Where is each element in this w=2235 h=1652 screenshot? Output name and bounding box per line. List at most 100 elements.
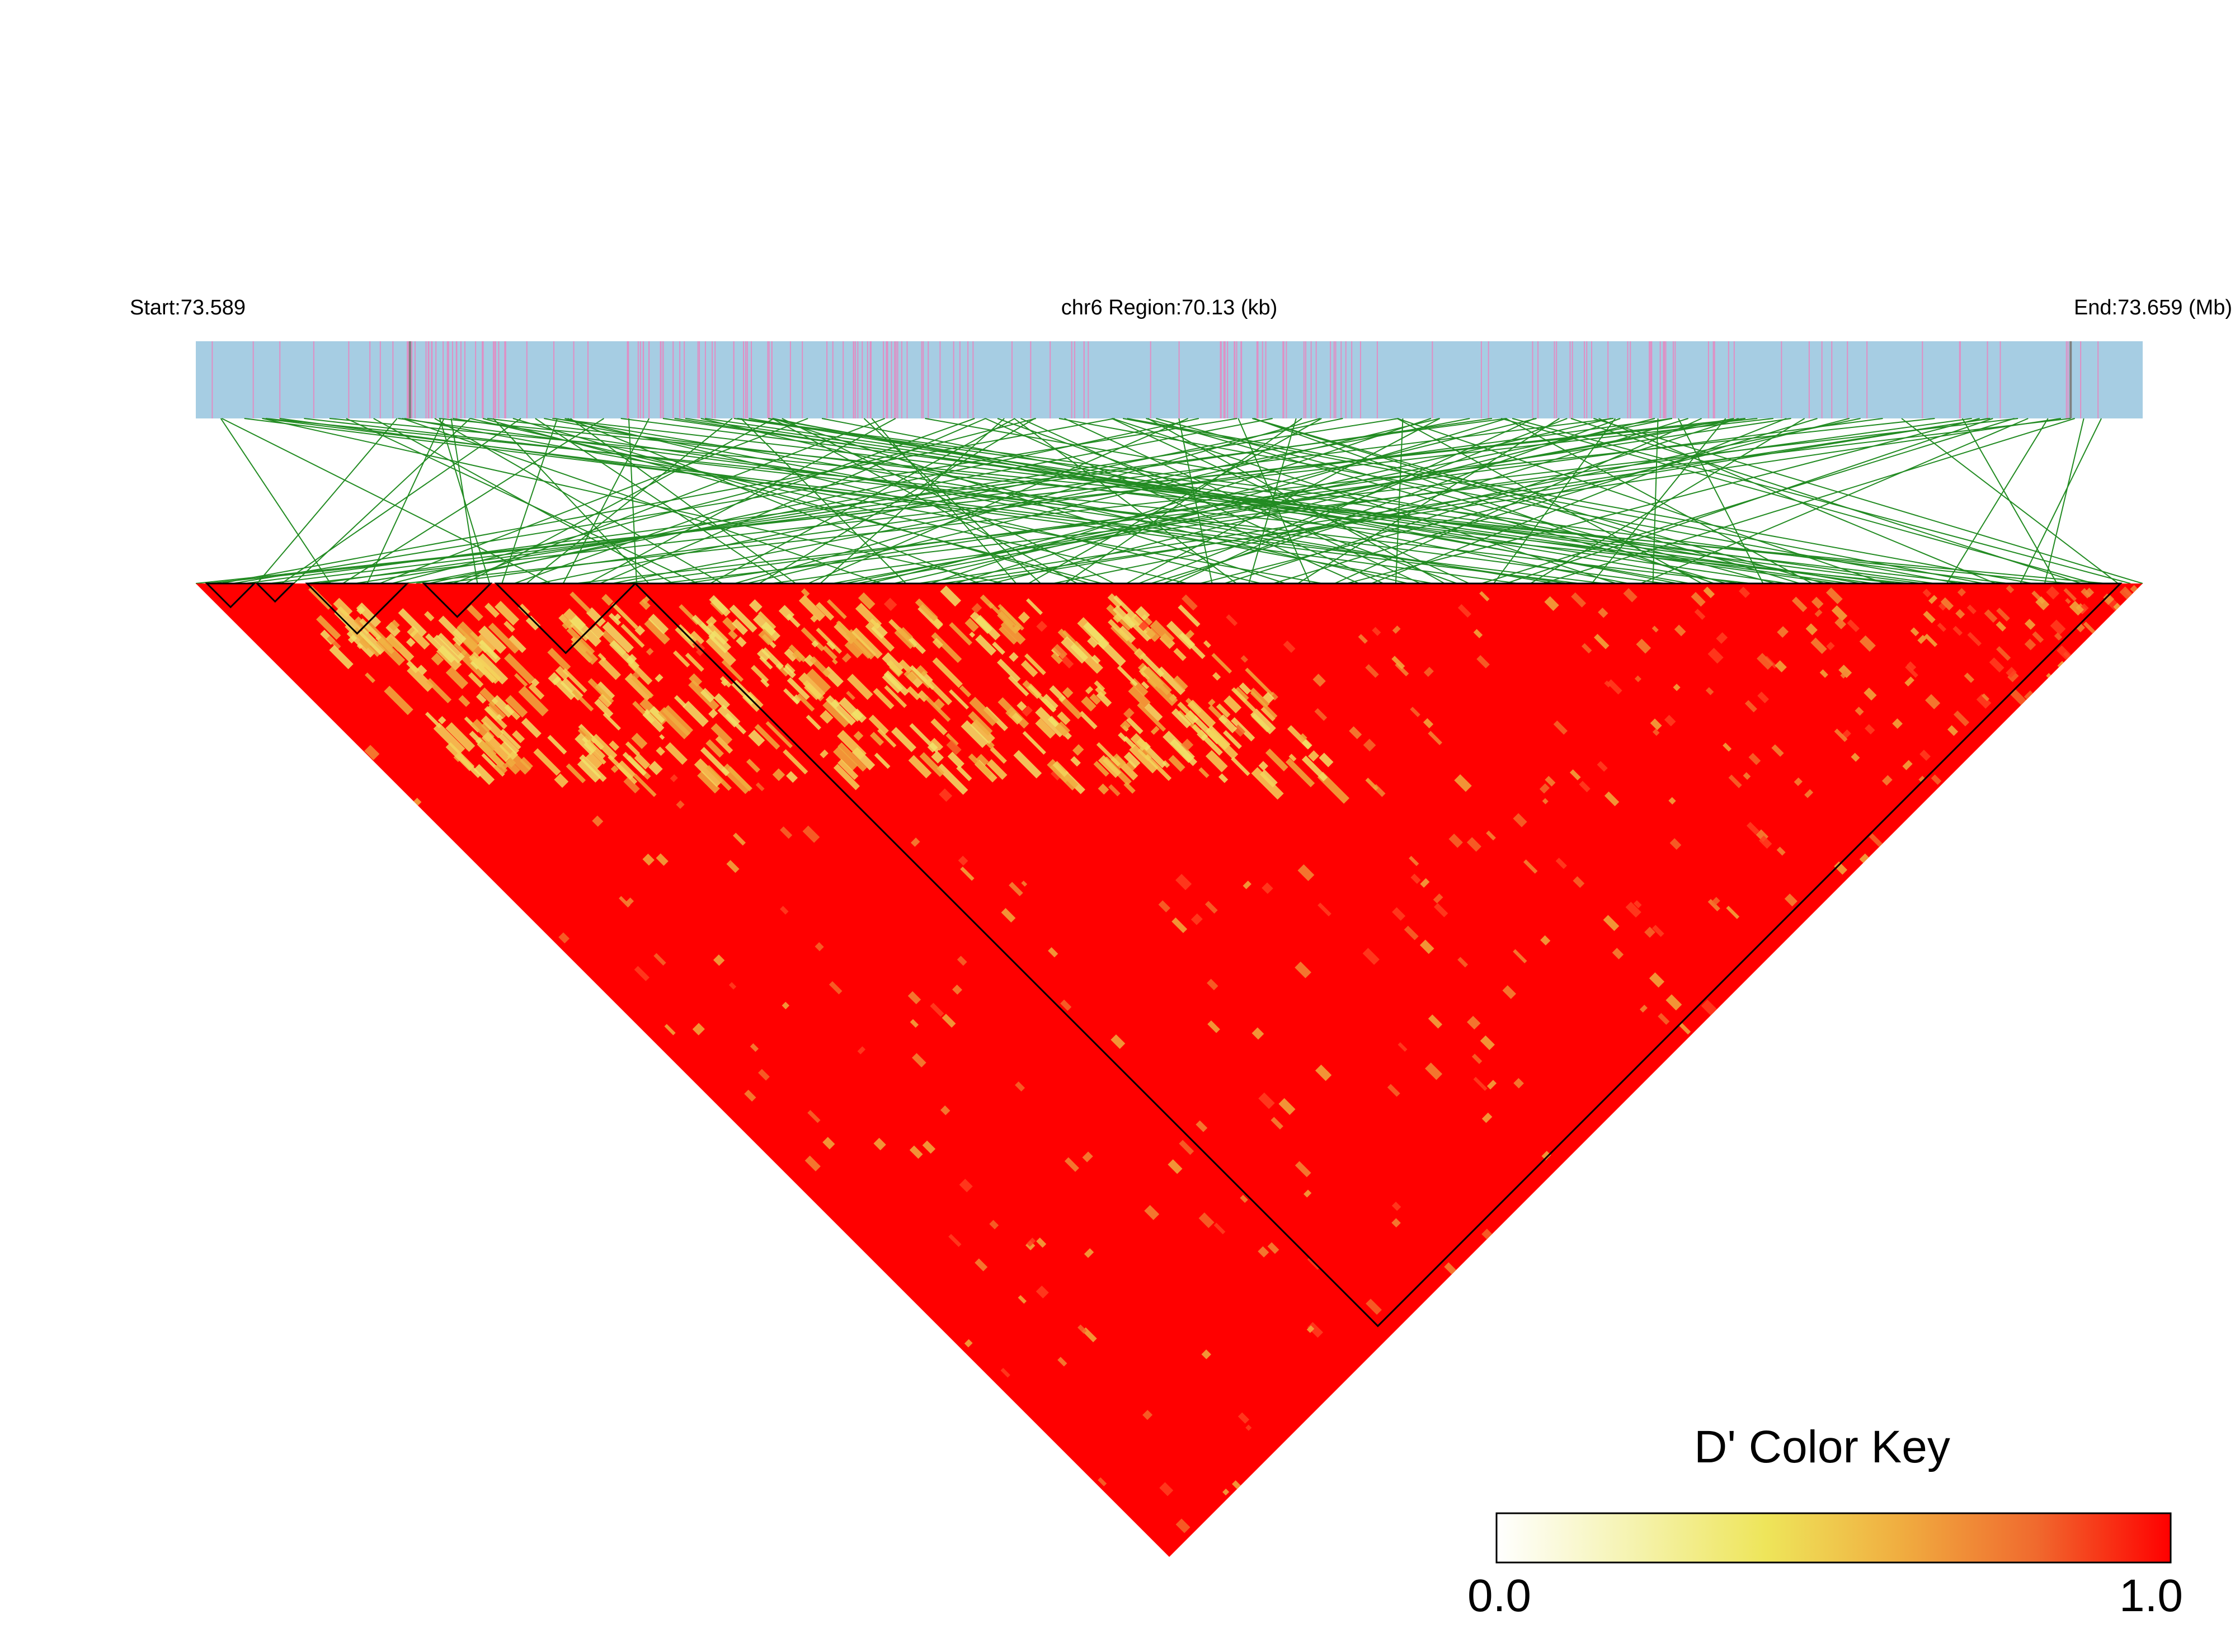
ld-cell xyxy=(1085,686,1094,694)
ld-cell xyxy=(783,665,796,679)
ld-cell xyxy=(778,605,795,621)
ld-cell xyxy=(1159,1482,1174,1496)
ld-cell xyxy=(846,690,855,700)
ld-cell xyxy=(547,735,567,755)
snp-connector xyxy=(487,418,1898,584)
ld-cell xyxy=(810,656,831,677)
snp-connector xyxy=(1126,418,1441,584)
ld-cell xyxy=(356,605,365,615)
ld-cell xyxy=(685,652,704,672)
ld-cell xyxy=(586,607,606,627)
snp-connector xyxy=(685,418,1791,584)
ld-cell xyxy=(796,693,815,712)
ld-cell xyxy=(1691,592,1706,607)
ld-cell xyxy=(1107,593,1123,609)
ld-cell xyxy=(2063,588,2077,601)
ld-cell xyxy=(426,678,452,704)
ld-cell xyxy=(1271,1117,1283,1129)
ld-cell xyxy=(1196,1120,1208,1132)
ld-triangle-fill xyxy=(196,583,2143,1557)
ld-cell xyxy=(619,896,630,908)
ld-cell xyxy=(1110,753,1126,769)
ld-cell xyxy=(2050,619,2066,636)
ld-cell xyxy=(832,746,858,771)
snp-bar-background xyxy=(196,341,2143,418)
ld-cell xyxy=(970,719,995,745)
ld-cell xyxy=(728,629,738,640)
ld-cell xyxy=(894,627,916,649)
ld-cell xyxy=(1262,882,1273,894)
ld-cell xyxy=(816,628,843,654)
ld-cell xyxy=(1826,642,1835,651)
ld-cell xyxy=(1049,685,1066,702)
ld-cell xyxy=(959,1179,973,1193)
ld-cell xyxy=(1145,754,1172,781)
ld-cell xyxy=(1594,633,1610,649)
ld-cell xyxy=(1026,1237,1036,1247)
ld-cell xyxy=(1966,604,1977,614)
ld-cell xyxy=(1110,625,1139,654)
ld-cell xyxy=(792,649,805,662)
ld-cell xyxy=(424,611,435,622)
ld-cell xyxy=(1476,655,1490,669)
ld-cell xyxy=(1171,708,1192,728)
ld-cell xyxy=(1013,750,1042,779)
ld-cell xyxy=(1238,1412,1250,1424)
ld-cell xyxy=(1479,591,1490,601)
ld-cell xyxy=(1739,586,1751,598)
ld-cell xyxy=(802,825,820,843)
ld-cell xyxy=(694,758,723,788)
snp-connector xyxy=(373,418,674,584)
ld-cell xyxy=(481,722,492,733)
ld-cell xyxy=(1198,1212,1215,1229)
ld-cell xyxy=(1173,675,1188,691)
snp-connector xyxy=(1395,418,1404,584)
ld-cell xyxy=(659,734,665,740)
ld-cell xyxy=(484,603,500,618)
ld-cell xyxy=(1748,752,1761,765)
ld-cell xyxy=(826,640,836,650)
ld-cell xyxy=(1260,707,1276,722)
ld-cell xyxy=(801,627,825,652)
ld-cell xyxy=(628,660,653,685)
ld-cell xyxy=(388,619,400,632)
ld-cell xyxy=(504,653,535,685)
ld-cell xyxy=(1098,783,1109,795)
ld-cell xyxy=(1665,994,1682,1011)
ld-cell xyxy=(695,648,704,656)
ld-cell xyxy=(877,728,897,748)
ld-cell xyxy=(910,837,920,847)
ld-cell xyxy=(468,672,484,688)
ld-cell xyxy=(744,1089,756,1102)
ld-cell xyxy=(689,673,703,687)
ld-cell xyxy=(783,749,808,775)
ld-cell xyxy=(898,659,913,674)
ld-cell xyxy=(1156,666,1185,695)
ld-cell xyxy=(458,695,470,707)
ld-cell xyxy=(900,627,913,639)
ld-cell xyxy=(1243,881,1251,889)
snp-connector xyxy=(1146,418,1727,584)
ld-cell xyxy=(1652,925,1664,937)
ld-cell xyxy=(2054,632,2063,641)
ld-cell xyxy=(1840,670,1849,679)
ld-cell xyxy=(1258,1246,1269,1258)
ld-cell xyxy=(1178,604,1201,627)
ld-cell xyxy=(1055,721,1070,737)
ld-cell xyxy=(590,624,605,639)
ld-cell xyxy=(1250,688,1270,708)
ld-cell xyxy=(883,670,910,696)
ld-cell xyxy=(758,1069,770,1081)
ld-cell xyxy=(676,800,685,809)
snp-connector xyxy=(439,418,491,584)
ld-cell xyxy=(1569,769,1581,780)
ld-cell xyxy=(387,637,402,652)
ld-cell xyxy=(956,765,972,782)
ld-cell xyxy=(731,619,749,636)
ld-cell xyxy=(969,696,999,727)
ld-cell xyxy=(997,658,1021,683)
ld-cell xyxy=(1952,625,1963,636)
snp-connector xyxy=(1156,418,1776,584)
ld-cell xyxy=(592,815,604,827)
ld-cell xyxy=(1036,620,1048,632)
